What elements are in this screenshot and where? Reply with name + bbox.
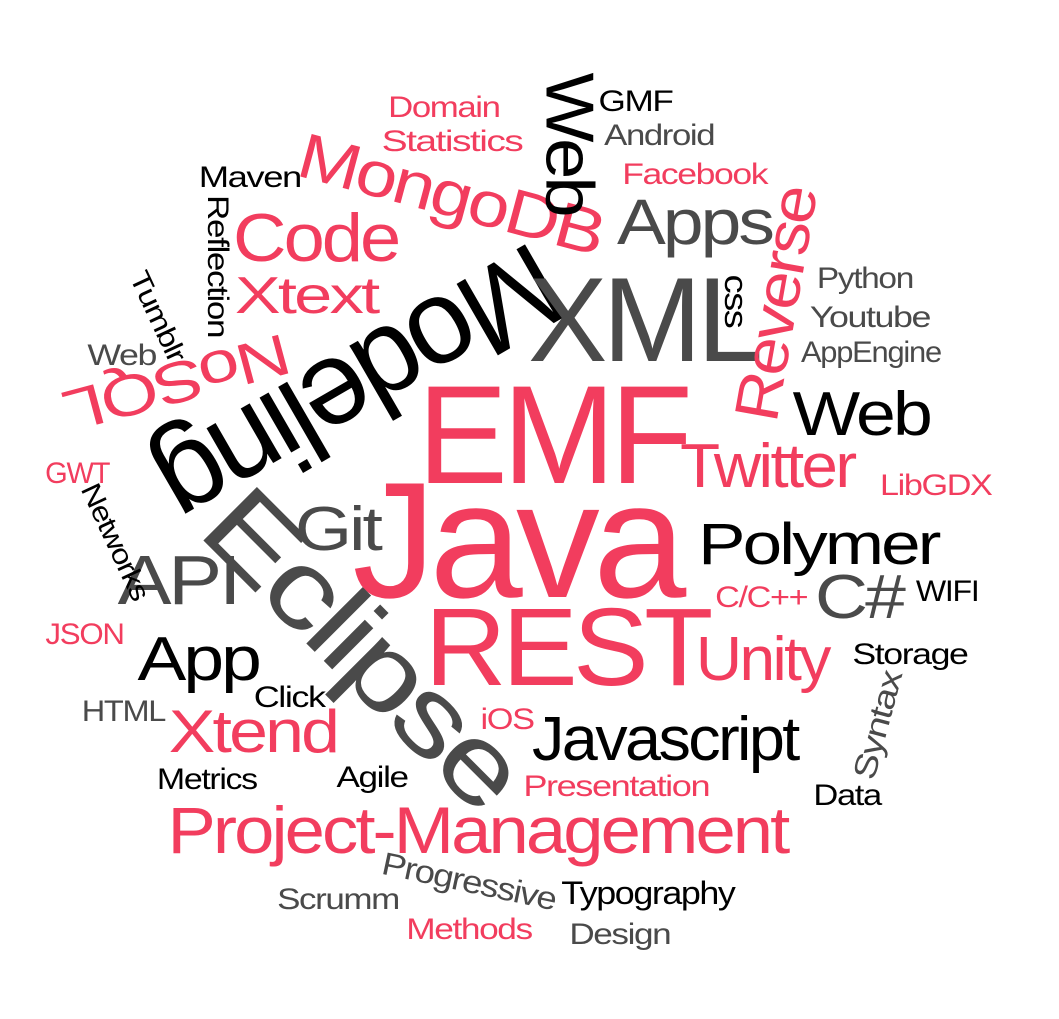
word-statistics: Statistics bbox=[381, 125, 524, 158]
word-xml: XML bbox=[527, 253, 763, 387]
word-java: Java bbox=[352, 447, 686, 632]
word-csharp: C# bbox=[814, 563, 906, 632]
word-metrics: Metrics bbox=[156, 763, 258, 796]
word-ios: iOS bbox=[480, 703, 535, 736]
word-agile: Agile bbox=[336, 761, 409, 794]
word-json: JSON bbox=[44, 618, 125, 651]
word-twitter: Twitter bbox=[680, 432, 858, 501]
word-apps: Apps bbox=[616, 186, 775, 258]
word-css: css bbox=[717, 274, 754, 328]
word-html: HTML bbox=[81, 695, 167, 728]
word-app: App bbox=[137, 625, 262, 694]
word-wifi: WIFI bbox=[915, 575, 980, 608]
word-python: Python bbox=[817, 262, 914, 295]
word-code: Code bbox=[233, 200, 401, 276]
word-cpp: C/C++ bbox=[715, 581, 809, 614]
word-scrumm: Scrumm bbox=[277, 883, 400, 916]
word-gmf: GMF bbox=[598, 85, 673, 118]
word-methods: Methods bbox=[405, 913, 533, 946]
word-facebook: Facebook bbox=[621, 158, 768, 191]
word-unity: Unity bbox=[696, 625, 832, 694]
word-appengine: AppEngine bbox=[800, 336, 941, 369]
word-maven: Maven bbox=[198, 161, 302, 194]
word-reflection: Reflection bbox=[200, 195, 234, 338]
word-design: Design bbox=[569, 918, 672, 951]
word-libgdx: LibGDX bbox=[879, 469, 993, 502]
word-rest: REST bbox=[424, 586, 714, 709]
word-domain: Domain bbox=[388, 91, 501, 124]
word-emf: EMF bbox=[417, 356, 693, 513]
word-xtend: Xtend bbox=[168, 698, 339, 765]
word-data: Data bbox=[812, 779, 882, 812]
word-xtext: Xtext bbox=[234, 267, 380, 325]
word-git: Git bbox=[295, 495, 383, 564]
word-presentation: Presentation bbox=[523, 770, 710, 803]
word-gwt: GWT bbox=[45, 457, 110, 490]
word-web-small: Web bbox=[86, 339, 157, 372]
word-javascript: Javascript bbox=[532, 705, 800, 774]
word-youtube: Youtube bbox=[809, 301, 932, 334]
word-storage: Storage bbox=[851, 638, 968, 671]
word-web-large: Web bbox=[531, 72, 608, 215]
word-typography: Typography bbox=[561, 875, 736, 911]
word-polymer: Polymer bbox=[698, 512, 941, 577]
word-api: API bbox=[117, 541, 241, 619]
word-android: Android bbox=[604, 119, 716, 152]
word-project-management: Project-Management bbox=[167, 793, 790, 867]
word-syntax: Syntax bbox=[845, 667, 910, 784]
word-click: Click bbox=[253, 681, 325, 714]
word-web-right: Web bbox=[793, 380, 933, 449]
